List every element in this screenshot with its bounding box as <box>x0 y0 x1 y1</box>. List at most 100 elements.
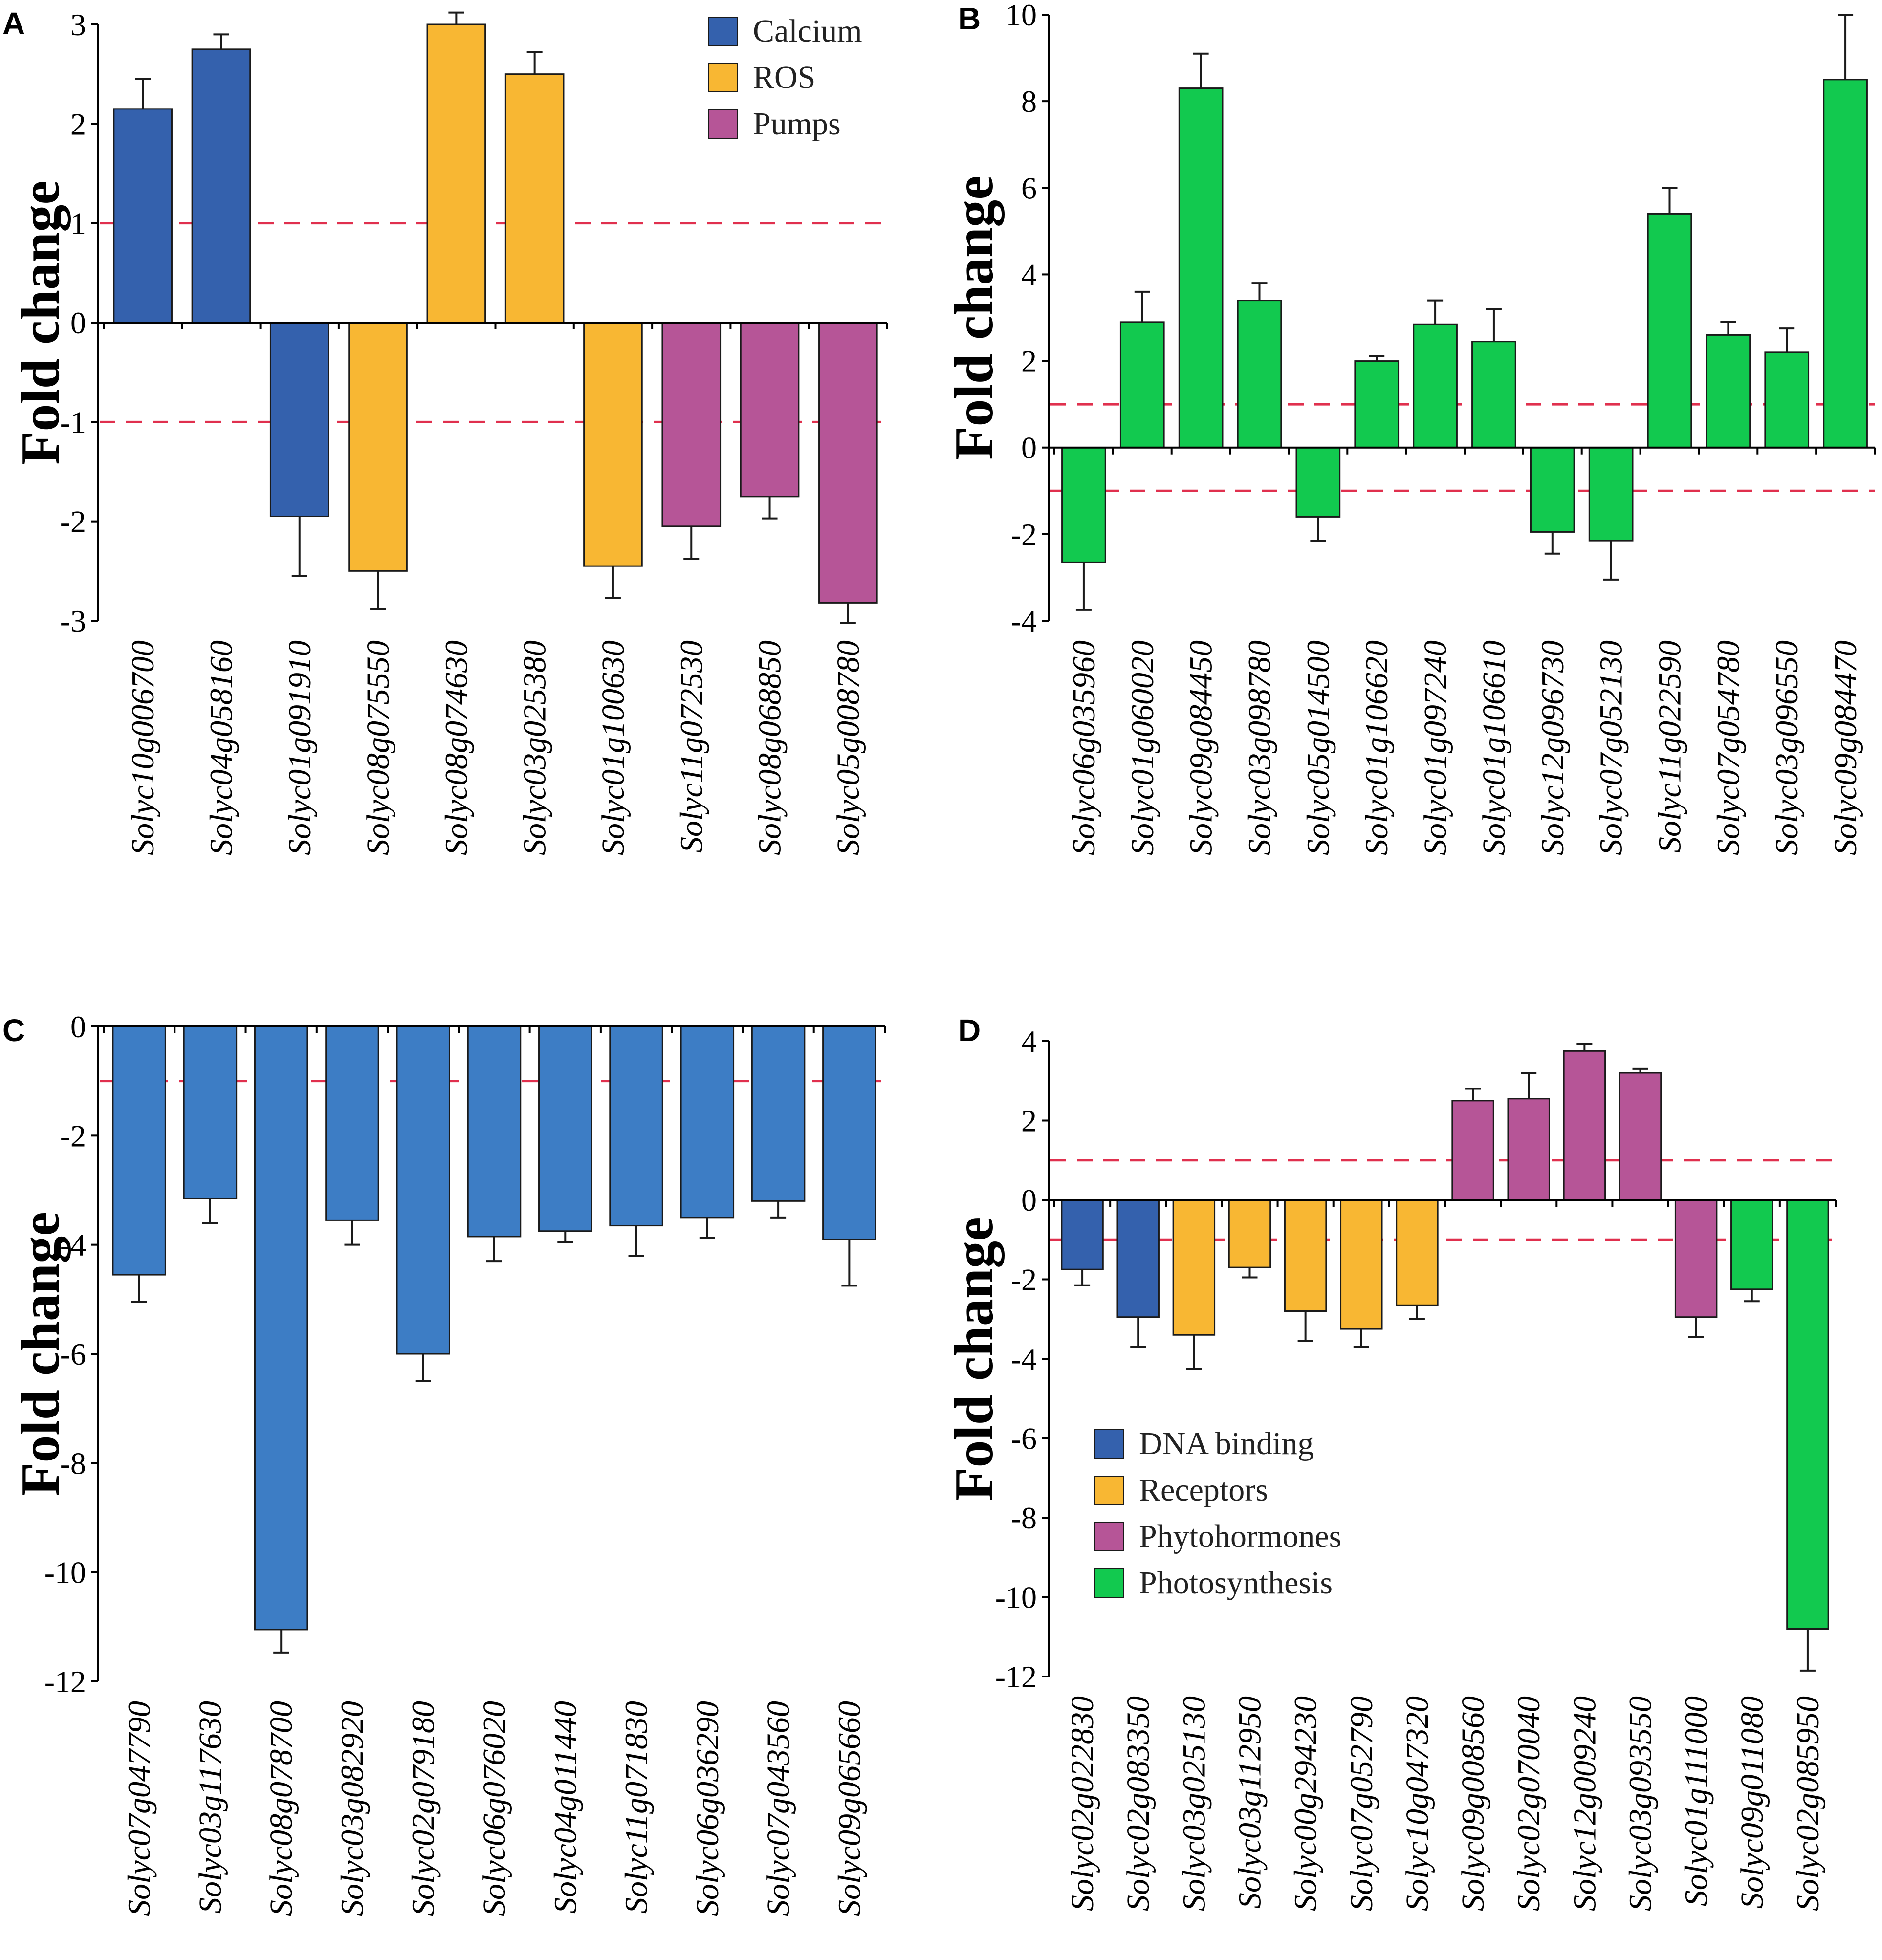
panel-b-category-label: Solyc07g054780 <box>1710 640 1746 855</box>
panel-d-legend-label: Receptors <box>1139 1472 1268 1508</box>
panel-a-y-tick-label: -3 <box>60 604 86 638</box>
panel-c-category-label: Solyc02g079180 <box>406 1701 441 1916</box>
panel-b-category-label: Solyc01g106610 <box>1476 640 1512 855</box>
panel-b-letter: B <box>958 1 981 36</box>
panel-a-legend-label: Calcium <box>753 13 862 49</box>
panel-d-bar <box>1340 1199 1383 1330</box>
panel-c-category-label: Solyc03g117630 <box>193 1701 228 1914</box>
panel-b-bar <box>1061 447 1106 563</box>
panel-c-y-tick-label: 0 <box>70 1009 86 1044</box>
panel-d-y-tick-label: 0 <box>1021 1183 1037 1218</box>
panel-d-legend-label: Photosynthesis <box>1139 1565 1333 1601</box>
panel-c-bar <box>325 1025 379 1221</box>
panel-b-y-tick-label: 0 <box>1021 431 1037 465</box>
panel-b-bar <box>1178 87 1224 449</box>
panel-a-category-label: Solyc11g072530 <box>674 640 709 853</box>
panel-d-bar <box>1619 1072 1662 1201</box>
panel-c-category-label: Solyc08g078700 <box>263 1701 299 1916</box>
panel-d-legend-swatch <box>1094 1522 1124 1551</box>
panel-d-category-label: Solyc02g070040 <box>1511 1696 1547 1911</box>
panel-a-category-label: Solyc08g068850 <box>752 640 788 855</box>
panel-d-bar <box>1674 1199 1718 1318</box>
panel-b-bar <box>1237 300 1282 449</box>
panel-a-legend-label: ROS <box>753 60 815 95</box>
panel-a-bar <box>740 322 800 498</box>
panel-d-legend-swatch <box>1094 1568 1124 1598</box>
panel-a-bar <box>113 108 173 324</box>
panel-d-y-tick-label: -2 <box>1011 1263 1037 1297</box>
panel-c: C Fold change 0 -2 -4 -6 -8 -10 -12 Solyc07g04779… <box>2 1009 886 1916</box>
panel-c-y-tick-label: -2 <box>60 1118 86 1153</box>
panel-d-y-tick-label: -6 <box>1011 1421 1037 1456</box>
panel-a-category-label: Solyc05g008780 <box>831 640 866 855</box>
panel-a-legend-swatch <box>708 109 738 139</box>
panel-d-category-label: Solyc07g052790 <box>1344 1696 1379 1911</box>
panel-b-y-tick-label: -2 <box>1011 517 1037 552</box>
panel-a-category-label: Solyc10g006700 <box>125 640 161 855</box>
panel-a-category-label: Solyc03g025380 <box>517 640 553 855</box>
panel-d-bar <box>1116 1199 1160 1318</box>
panel-b-y-tick-label: 4 <box>1021 257 1037 292</box>
panel-b-category-label: Solyc03g096550 <box>1769 640 1805 855</box>
panel-b-category-label: Solyc01g060020 <box>1125 640 1160 855</box>
panel-c-category-label: Solyc07g047790 <box>122 1701 157 1916</box>
panel-c-letter: C <box>2 1013 25 1048</box>
panel-b-category-label: Solyc11g022590 <box>1652 640 1688 853</box>
panel-d-legend-swatch <box>1094 1476 1124 1505</box>
panel-a-bar <box>818 322 878 604</box>
panel-d-y-tick-label: 4 <box>1021 1024 1037 1059</box>
panel-a-category-label: Solyc08g075550 <box>360 640 396 855</box>
panel-a-y-tick-label: 2 <box>70 107 86 141</box>
panel-a-bar <box>426 23 486 324</box>
panel-b-y-tick-label: -4 <box>1011 604 1037 638</box>
panel-a-letter: A <box>2 6 25 41</box>
panel-d-bar <box>1396 1199 1439 1306</box>
panel-b-bar <box>1530 447 1575 533</box>
panel-b-category-label: Solyc01g106620 <box>1359 640 1395 855</box>
panel-a-bar <box>583 322 643 567</box>
panel-d-y-tick-label: 2 <box>1021 1104 1037 1138</box>
panel-a: A Fold change 3 2 1 0 -1 -2 -3 Solyc10g006700 Soly… <box>2 6 888 855</box>
panel-d-category-label: Solyc10g047320 <box>1400 1696 1435 1911</box>
panel-b-bar <box>1823 79 1868 449</box>
panel-c-bar <box>609 1025 663 1227</box>
panel-d-bar <box>1228 1199 1271 1268</box>
panel-a-category-label: Solyc04g058160 <box>203 640 239 855</box>
panel-b: B Fold change 10 8 6 4 2 0 -2 -4 Solyc06g035960 Sol… <box>944 0 1876 855</box>
panel-b-category-label: Solyc12g096730 <box>1535 640 1571 855</box>
panel-d-bar <box>1786 1199 1829 1630</box>
panel-a-y-tick-label: 3 <box>70 7 86 42</box>
panel-a-y-tick-label: 0 <box>70 305 86 340</box>
panel-d-category-label: Solyc12g009240 <box>1567 1696 1602 1911</box>
panel-d-legend-label: DNA binding <box>1139 1426 1314 1461</box>
panel-b-category-label: Solyc09g084450 <box>1183 640 1219 855</box>
panel-c-category-label: Solyc11g071830 <box>619 1701 655 1914</box>
panel-d-category-label: Solyc03g025130 <box>1176 1696 1212 1911</box>
panel-c-bar <box>467 1025 522 1238</box>
panel-a-category-label: Solyc01g100630 <box>595 640 631 855</box>
panel-c-bar <box>396 1025 450 1355</box>
panel-d-bar <box>1507 1098 1550 1201</box>
panel-c-bar <box>183 1025 238 1199</box>
panel-d: D Fold change 4 2 0 -2 -4 -6 -8 -10 -12 Solyc02g022… <box>944 1013 1837 1911</box>
panel-c-bar <box>822 1025 876 1240</box>
panel-b-y-tick-label: 8 <box>1021 84 1037 119</box>
panel-b-category-label: Solyc01g097240 <box>1418 640 1453 855</box>
panel-b-category-label: Solyc07g052130 <box>1594 640 1629 855</box>
panel-a-legend: Calcium ROS Pumps <box>708 13 862 142</box>
panel-a-legend-swatch <box>708 63 738 92</box>
panel-d-category-label: Solyc09g008560 <box>1455 1696 1491 1911</box>
panel-d-ylabel: Fold change <box>944 1217 1005 1501</box>
panel-b-category-label: Solyc09g084470 <box>1828 640 1863 855</box>
panel-d-bar <box>1061 1199 1104 1270</box>
panel-b-bar <box>1706 334 1751 449</box>
panel-a-legend-swatch <box>708 17 738 46</box>
panel-c-y-tick-label: -4 <box>60 1228 86 1263</box>
panel-b-category-label: Solyc03g098780 <box>1242 640 1278 855</box>
panel-c-category-label: Solyc09g065660 <box>832 1701 867 1916</box>
panel-c-bar <box>680 1025 735 1219</box>
panel-d-category-label: Solyc02g083350 <box>1120 1696 1156 1911</box>
panel-d-y-tick-label: -10 <box>995 1580 1037 1615</box>
panel-d-bar <box>1284 1199 1327 1312</box>
